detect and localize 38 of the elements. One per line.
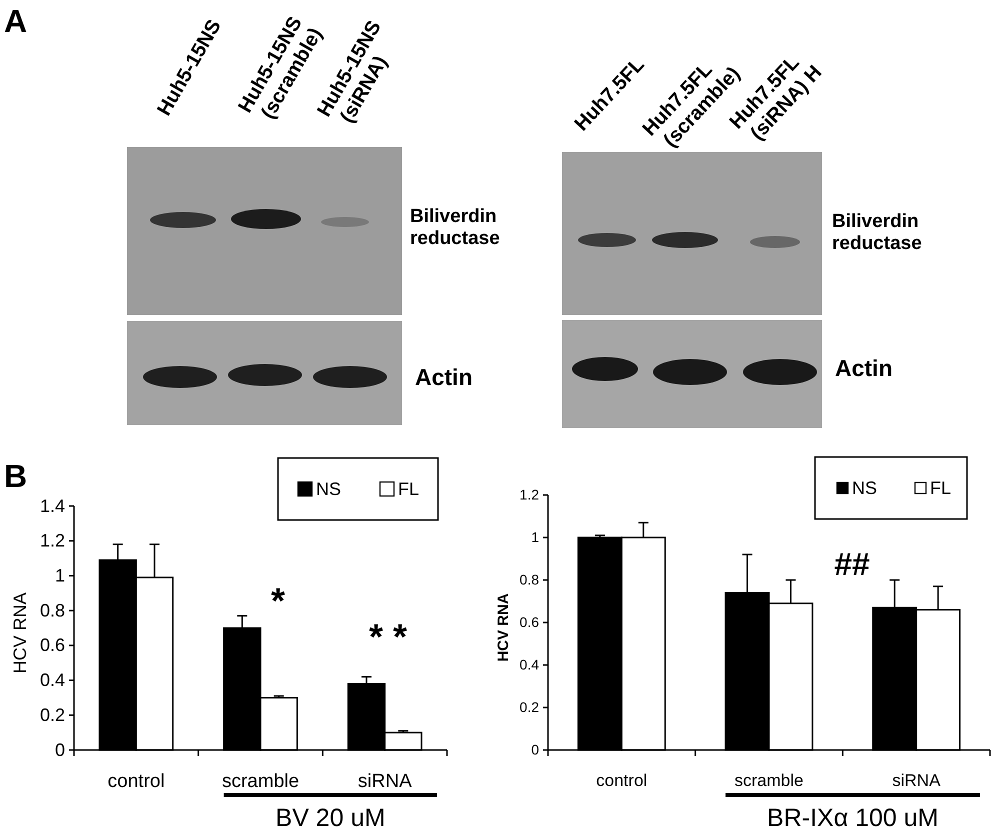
- y-tick-label: 0.8: [40, 600, 65, 620]
- text: Actin: [835, 355, 892, 381]
- y-tick-label: 0.4: [520, 656, 540, 672]
- x-tick-label: scramble: [734, 771, 804, 790]
- y-tick-label: 0.6: [40, 635, 65, 656]
- text: Biliverdin reductase: [410, 206, 500, 249]
- legend-label: FL: [930, 478, 952, 498]
- text: BV 20 uM: [276, 804, 386, 830]
- text: A: [4, 3, 28, 39]
- y-tick-label: 0: [54, 740, 65, 760]
- text: B: [4, 458, 28, 494]
- y-tick-label: 0.8: [520, 571, 540, 588]
- y-tick-label: 0.4: [40, 670, 65, 690]
- y-tick-label: 0.2: [520, 698, 540, 715]
- legend-label: FL: [398, 479, 420, 499]
- y-tick-label: 0.2: [40, 704, 65, 725]
- y-tick-label: 1: [531, 528, 540, 545]
- x-tick-label: siRNA: [892, 771, 942, 790]
- x-tick-label: siRNA: [358, 771, 412, 792]
- y-tick-label: 0: [531, 741, 540, 758]
- x-tick-label: scramble: [222, 771, 300, 792]
- y-tick-label: 0.6: [520, 614, 540, 630]
- annotation: *: [270, 580, 286, 620]
- legend-label: NS: [852, 478, 878, 498]
- x-tick-label: control: [108, 771, 165, 792]
- y-tick-label: 1.2: [40, 530, 65, 551]
- y-tick-label: 1.2: [520, 486, 540, 502]
- y-tick-label: 1.4: [40, 496, 65, 516]
- text: Actin: [415, 364, 472, 390]
- text: Biliverdin reductase: [832, 211, 922, 254]
- y-axis-title: HCV RNA: [494, 593, 512, 662]
- legend-label: NS: [316, 479, 342, 499]
- annotation: * *: [368, 616, 408, 656]
- y-axis-title: HCV RNA: [10, 592, 30, 674]
- x-tick-label: control: [596, 771, 648, 790]
- annotation: ##: [834, 546, 870, 582]
- text: BR-IXα 100 uM: [767, 804, 939, 830]
- y-tick-label: 1: [54, 565, 65, 586]
